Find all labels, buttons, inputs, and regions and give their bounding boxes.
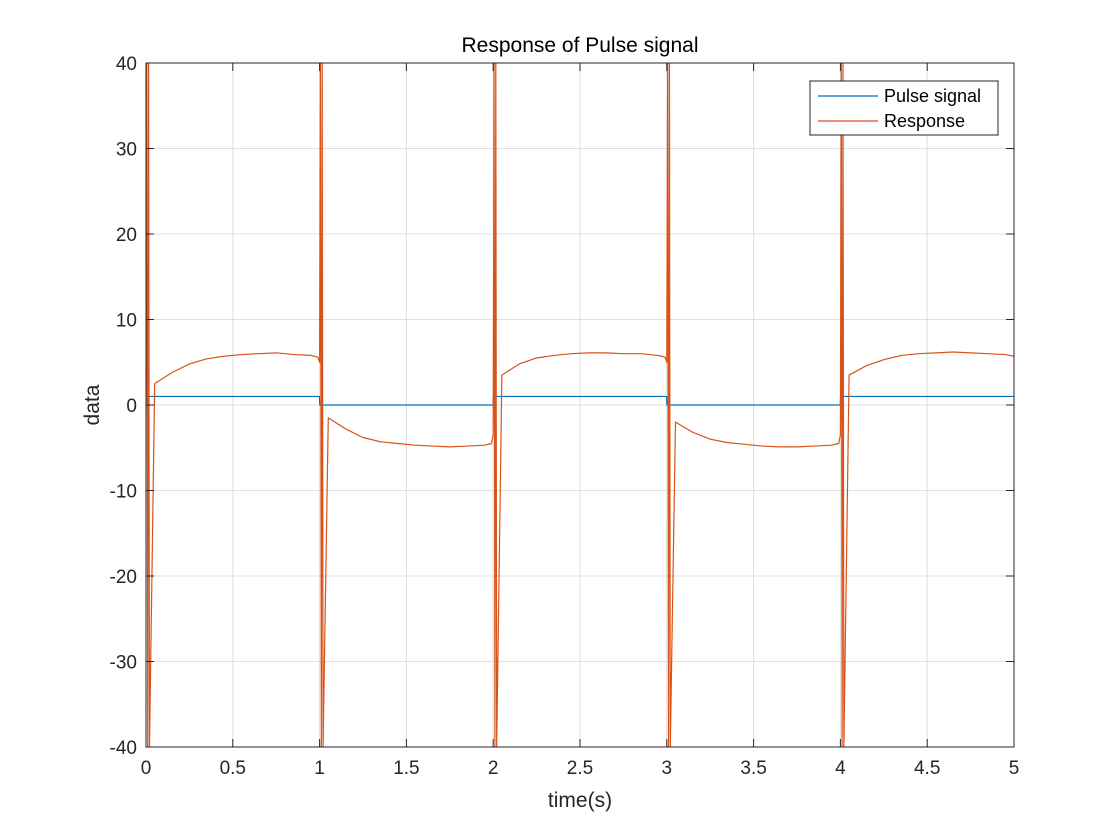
y-tick-label: 40	[116, 54, 137, 75]
x-tick-label: 0.5	[220, 758, 246, 779]
x-tick-label: 2.5	[567, 758, 593, 779]
y-tick-label: -30	[110, 653, 137, 674]
x-axis-label: time(s)	[548, 789, 612, 812]
x-tick-label: 1.5	[393, 758, 419, 779]
legend-box	[809, 80, 999, 136]
plot-area	[146, 63, 1014, 747]
y-tick-label: -20	[110, 567, 137, 588]
axis-ticks	[145, 62, 1015, 748]
y-tick-label: 10	[116, 311, 137, 332]
legend-label-response: Response	[884, 111, 965, 131]
x-tick-label: 1	[314, 758, 325, 779]
y-tick-label: 20	[116, 225, 137, 246]
series-line-response	[146, 63, 1014, 747]
x-tick-label: 3	[662, 758, 673, 779]
legend-label-pulse-signal: Pulse signal	[884, 86, 981, 106]
y-tick-label: -10	[110, 482, 137, 503]
x-tick-label: 4	[835, 758, 846, 779]
legend: Pulse signal Response	[809, 80, 999, 136]
chart-title: Response of Pulse signal	[462, 34, 699, 57]
y-axis-tick-labels: -40 -30 -20 -10 0 10 20 30 40	[110, 54, 137, 759]
x-tick-label: 0	[141, 758, 152, 779]
x-tick-label: 3.5	[740, 758, 766, 779]
x-axis-tick-labels: 0 0.5 1 1.5 2 2.5 3 3.5 4 4.5 5	[141, 758, 1020, 779]
x-tick-label: 4.5	[914, 758, 940, 779]
y-tick-label: -40	[110, 738, 137, 759]
y-tick-label: 30	[116, 140, 137, 161]
x-tick-label: 5	[1009, 758, 1020, 779]
y-axis-label: data	[81, 384, 104, 425]
y-tick-label: 0	[126, 396, 137, 417]
x-tick-label: 2	[488, 758, 499, 779]
